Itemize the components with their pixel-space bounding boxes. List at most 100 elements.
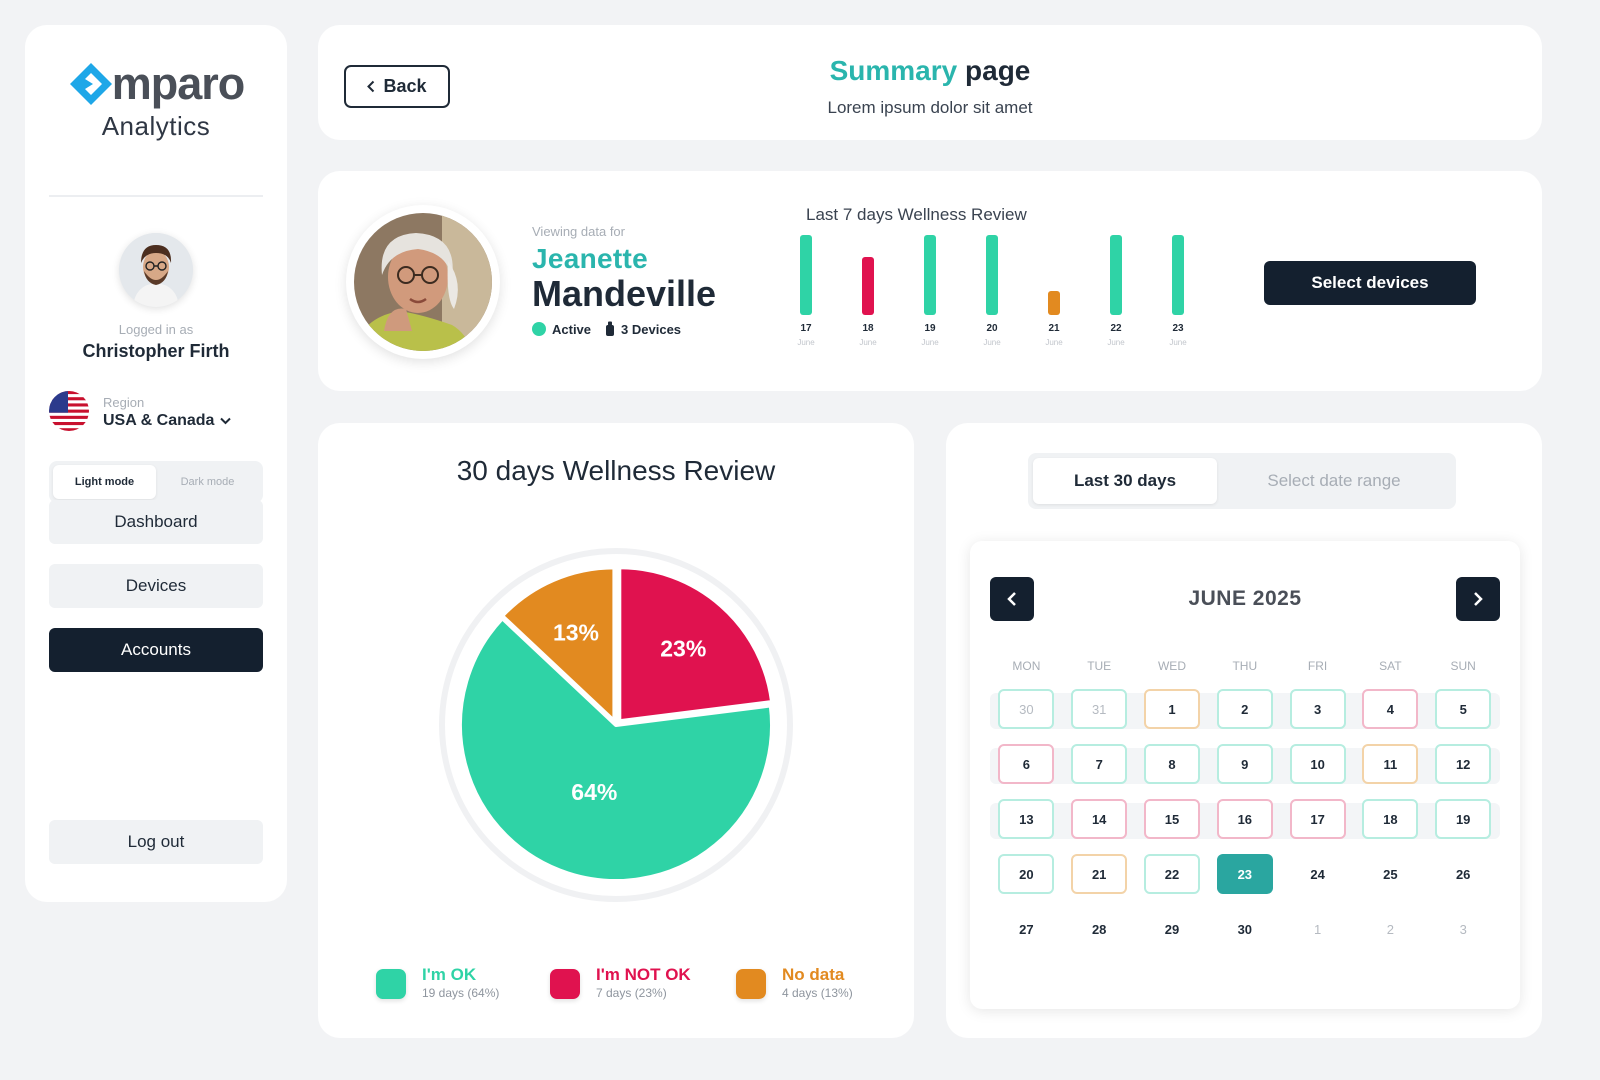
calendar-card: Last 30 days Select date range JUNE 2025…	[946, 423, 1542, 1038]
weekly-month-label: June	[1169, 338, 1187, 347]
legend-not-ok-label: I'm NOT OK	[596, 965, 691, 984]
calendar-day[interactable]: 11	[1362, 744, 1419, 784]
wellness-pie-chart: 23% 64% 13%	[439, 548, 793, 902]
legend-no-data: No data 4 days (13%)	[736, 965, 853, 1002]
light-mode-button[interactable]: Light mode	[53, 465, 156, 499]
page-title-accent: Summary	[829, 55, 958, 86]
brand-logo[interactable]: mparo Analytics	[25, 61, 287, 142]
weekly-day-label: 21	[1048, 323, 1060, 334]
calendar-day[interactable]: 24	[1310, 866, 1325, 882]
page-header: Back Summary page Lorem ipsum dolor sit …	[318, 25, 1542, 140]
calendar-day[interactable]: 19	[1435, 799, 1492, 839]
calendar-day[interactable]: 12	[1435, 744, 1492, 784]
calendar-day[interactable]: 29	[1164, 921, 1180, 937]
calendar-day[interactable]: 31	[1071, 689, 1128, 729]
nav-accounts-button[interactable]: Accounts	[49, 628, 263, 672]
calendar-day[interactable]: 4	[1362, 689, 1419, 729]
page-subtitle: Lorem ipsum dolor sit amet	[827, 98, 1033, 117]
weekly-review-title: Last 7 days Wellness Review	[806, 205, 1027, 224]
calendar-day[interactable]: 28	[1091, 921, 1107, 937]
calendar-month-label: JUNE 2025	[1188, 587, 1302, 610]
weekly-day-label: 18	[862, 323, 874, 334]
calendar-day[interactable]: 5	[1435, 689, 1492, 729]
calendar-day[interactable]: 1	[1144, 689, 1200, 729]
calendar-day[interactable]: 6	[998, 744, 1055, 784]
calendar-day[interactable]: 15	[1144, 799, 1200, 839]
patient-last-name: Mandeville	[532, 273, 717, 314]
select-date-range-tab[interactable]: Select date range	[1267, 471, 1401, 490]
calendar-week-row: 30 31 1 2 3 4 5	[990, 689, 1500, 744]
calendar-day[interactable]: 9	[1216, 744, 1273, 784]
back-button-label: Back	[383, 76, 427, 96]
calendar-day[interactable]: 30	[1237, 921, 1253, 937]
weekly-bar-19	[924, 235, 936, 315]
weekly-bar-22	[1110, 235, 1122, 315]
pie-slice-no-data[interactable]	[500, 565, 617, 724]
pie-slice-label: 64%	[571, 779, 617, 805]
active-status: Active	[532, 322, 591, 337]
region-select[interactable]: USA & Canada	[103, 412, 232, 430]
patient-avatar[interactable]	[346, 205, 500, 359]
legend-ok-label: I'm OK	[422, 965, 477, 984]
calendar-day[interactable]: 16	[1216, 799, 1273, 839]
nav-devices-button[interactable]: Devices	[49, 564, 263, 608]
sidebar: mparo Analytics Logged in as Christopher…	[25, 25, 287, 902]
calendar-day[interactable]: 17	[1289, 799, 1346, 839]
calendar-day[interactable]: 2	[1216, 689, 1273, 729]
weekly-month-label: June	[797, 338, 815, 347]
calendar-day[interactable]: 21	[1071, 854, 1128, 894]
calendar-day[interactable]: 27	[1019, 921, 1034, 937]
device-icon	[606, 321, 615, 336]
calendar-week-row: 13 14 15 16 17 18 19	[990, 799, 1500, 854]
calendar-day[interactable]: 22	[1144, 854, 1200, 894]
legend-no-data-detail: 4 days (13%)	[782, 986, 853, 1000]
weekly-month-label: June	[1107, 338, 1125, 347]
calendar-day[interactable]: 10	[1289, 744, 1346, 784]
device-count[interactable]: 3 Devices	[605, 321, 681, 337]
legend-not-ok-detail: 7 days (23%)	[596, 986, 667, 1000]
calendar-day[interactable]: 8	[1144, 744, 1200, 784]
last-30-days-tab[interactable]: Last 30 days	[1033, 458, 1217, 504]
calendar-day[interactable]: 26	[1455, 866, 1471, 882]
calendar-day[interactable]: 7	[1071, 744, 1128, 784]
region-value: USA & Canada	[103, 412, 215, 429]
calendar-day[interactable]: 20	[998, 854, 1055, 894]
calendar-day[interactable]: 30	[998, 689, 1055, 729]
calendar-week-row: 6 7 8 9 10 11 12	[990, 744, 1500, 799]
calendar-day[interactable]: 3	[1289, 689, 1346, 729]
user-avatar[interactable]	[119, 233, 193, 307]
patient-photo	[354, 213, 492, 351]
weekday-header: MON TUE WED THU FRI SAT SUN	[990, 659, 1500, 673]
calendar-day[interactable]: 18	[1362, 799, 1419, 839]
theme-mode-toggle: Light mode Dark mode	[49, 461, 263, 503]
calendar-day[interactable]: 14	[1071, 799, 1128, 839]
calendar-day[interactable]: 13	[998, 799, 1055, 839]
logout-button[interactable]: Log out	[49, 820, 263, 864]
calendar-day[interactable]: 3	[1459, 921, 1467, 937]
previous-month-button[interactable]	[990, 577, 1034, 621]
weekly-month-label: June	[983, 338, 1001, 347]
weekday-label: SUN	[1450, 659, 1476, 673]
select-devices-button[interactable]: Select devices	[1264, 261, 1476, 305]
weekly-bar-18	[862, 257, 874, 315]
sidebar-divider	[49, 195, 263, 197]
weekly-month-label: June	[921, 338, 939, 347]
calendar-day[interactable]: 23	[1216, 854, 1273, 894]
nav-dashboard-button[interactable]: Dashboard	[49, 500, 263, 544]
region-label: Region	[103, 395, 145, 410]
weekday-label: THU	[1232, 659, 1258, 673]
weekly-month-label: June	[859, 338, 877, 347]
monthly-review-card: 30 days Wellness Review 23% 64% 13% I'm OK…	[318, 423, 914, 1038]
back-button[interactable]: Back	[344, 65, 450, 108]
weekly-day-label: 19	[924, 323, 936, 334]
calendar-day[interactable]: 2	[1386, 921, 1394, 937]
pie-slice-i-m-not-ok[interactable]	[617, 565, 775, 724]
patient-status-row: Active 3 Devices	[532, 321, 681, 337]
weekday-label: MON	[1012, 659, 1041, 673]
calendar-day[interactable]: 25	[1383, 866, 1398, 882]
weekday-label: TUE	[1087, 659, 1112, 673]
calendar-day[interactable]: 1	[1313, 921, 1322, 937]
pie-slice-i-m-ok[interactable]	[458, 616, 774, 883]
next-month-button[interactable]	[1456, 577, 1500, 621]
dark-mode-button[interactable]: Dark mode	[180, 476, 235, 488]
